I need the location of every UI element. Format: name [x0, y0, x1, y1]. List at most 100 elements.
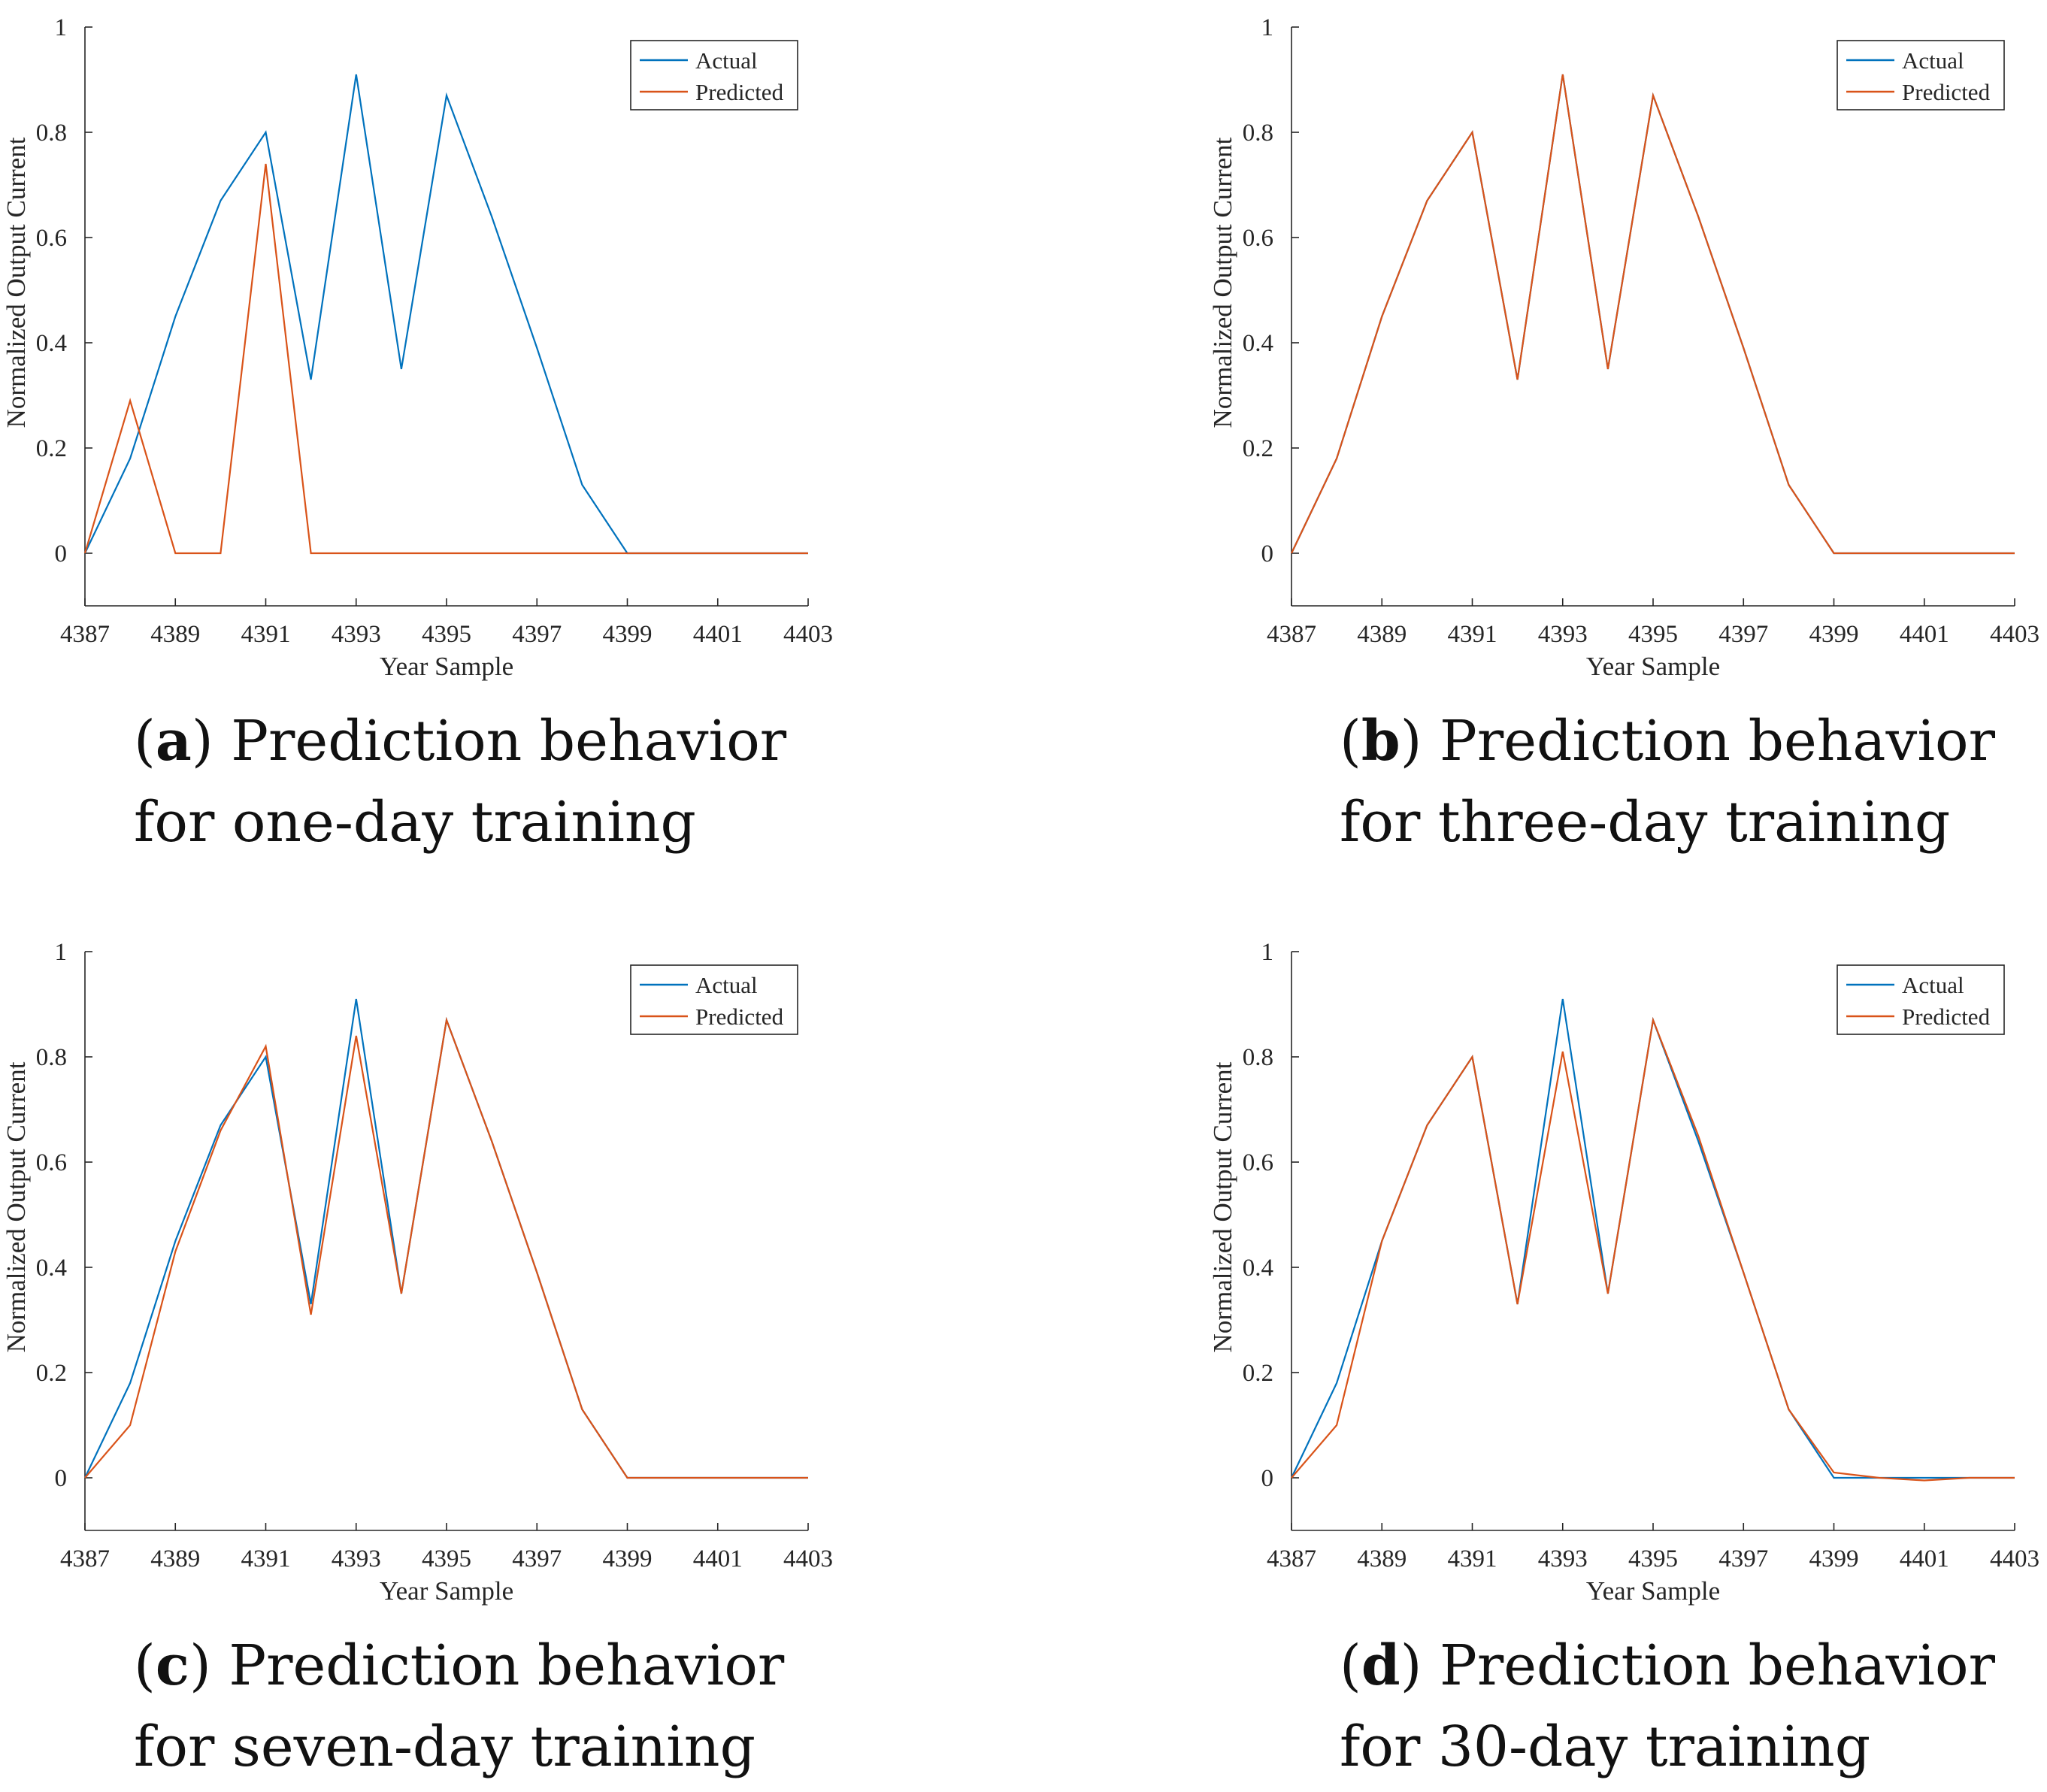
- legend-box: [630, 40, 798, 110]
- y-axis-label: Normalized Output Current: [1208, 1061, 1237, 1352]
- legend-label-predicted: Predicted: [1902, 1003, 1991, 1030]
- y-tick-label: 0.6: [1243, 225, 1273, 252]
- caption-b: (b) Prediction behavior for three-day tr…: [1340, 701, 2047, 863]
- y-tick-label: 0: [1261, 1465, 1274, 1492]
- y-axis-label: Normalized Output Current: [1208, 137, 1237, 428]
- y-tick-label: 0.8: [36, 120, 67, 147]
- x-tick-label: 4397: [1718, 621, 1768, 648]
- x-tick-label: 4387: [60, 1545, 110, 1573]
- x-tick-label: 4401: [693, 1545, 743, 1573]
- y-tick-label: 0: [55, 540, 68, 568]
- legend-label-predicted: Predicted: [1902, 79, 1991, 105]
- x-tick-label: 4391: [241, 621, 291, 648]
- y-tick-label: 0.4: [1243, 330, 1273, 357]
- x-tick-label: 4391: [1448, 621, 1497, 648]
- x-tick-label: 4399: [1809, 1545, 1859, 1573]
- x-axis-label: Year Sample: [1586, 652, 1720, 681]
- y-tick-label: 0.2: [36, 435, 67, 462]
- x-tick-label: 4387: [60, 621, 110, 648]
- x-tick-label: 4395: [422, 1545, 471, 1573]
- x-tick-label: 4391: [1448, 1545, 1497, 1573]
- x-tick-label: 4389: [1357, 1545, 1407, 1573]
- legend-box: [630, 964, 798, 1035]
- y-tick-label: 0.6: [36, 1149, 67, 1176]
- legend-label-actual: Actual: [695, 47, 758, 74]
- legend: Actual Predicted: [1837, 40, 2005, 110]
- x-tick-label: 4393: [1538, 1545, 1588, 1573]
- x-tick-label: 4399: [603, 1545, 653, 1573]
- series-line-actual: [1291, 998, 2015, 1479]
- x-tick-label: 4403: [1990, 621, 2039, 648]
- legend-box: [1837, 40, 2005, 110]
- legend-box: [1837, 964, 2005, 1035]
- caption-d-line2: for 30-day training: [1340, 1715, 1871, 1779]
- caption-d-line1: Prediction behavior: [1440, 1633, 1995, 1698]
- series-line-predicted: [1291, 1016, 2015, 1482]
- x-tick-label: 4391: [241, 1545, 291, 1573]
- x-tick-label: 4399: [603, 621, 653, 648]
- x-tick-label: 4389: [1357, 621, 1407, 648]
- caption-a: (a) Prediction behavior for one-day trai…: [134, 701, 1111, 863]
- x-tick-label: 4403: [783, 1545, 833, 1573]
- caption-d-tag: d: [1361, 1633, 1400, 1698]
- x-tick-label: 4393: [332, 621, 381, 648]
- series-line-actual: [1291, 74, 2015, 555]
- x-tick-label: 4401: [1900, 1545, 1949, 1573]
- legend-label-actual: Actual: [1902, 47, 1964, 74]
- x-tick-label: 4395: [1628, 621, 1678, 648]
- caption-a-tag: a: [155, 709, 192, 773]
- series-line-actual: [84, 998, 808, 1479]
- x-tick-label: 4395: [422, 621, 471, 648]
- y-tick-label: 0.8: [36, 1044, 67, 1071]
- y-tick-label: 0.6: [1243, 1149, 1273, 1176]
- y-tick-label: 0.8: [1243, 120, 1273, 147]
- series-line-predicted: [84, 1016, 808, 1479]
- caption-c-line1: Prediction behavior: [229, 1633, 785, 1698]
- x-tick-label: 4403: [1990, 1545, 2039, 1573]
- x-tick-label: 4397: [1718, 1545, 1768, 1573]
- y-tick-label: 0.2: [1243, 1360, 1273, 1387]
- y-tick-label: 0: [55, 1465, 68, 1492]
- y-tick-label: 0.4: [1243, 1255, 1273, 1282]
- x-tick-label: 4403: [783, 621, 833, 648]
- caption-a-line1: Prediction behavior: [231, 709, 787, 773]
- caption-c-line2: for seven-day training: [134, 1715, 756, 1779]
- x-axis-label: Year Sample: [380, 1576, 513, 1606]
- y-tick-label: 1: [55, 14, 68, 41]
- caption-c: (c) Prediction behavior for seven-day tr…: [134, 1625, 1111, 1787]
- legend: Actual Predicted: [630, 40, 798, 110]
- x-tick-label: 4395: [1628, 1545, 1678, 1573]
- x-tick-label: 4389: [150, 621, 200, 648]
- chart-panel-a: 0 0.2 0.4 0.6 0.8 1 4387 4389 4391 4393 4395 4397 43…: [2, 14, 833, 681]
- x-tick-label: 4397: [512, 621, 562, 648]
- series-line-predicted: [83, 163, 808, 555]
- legend-label-actual: Actual: [1902, 972, 1964, 998]
- y-tick-label: 0: [1261, 540, 1274, 568]
- legend-label-predicted: Predicted: [695, 79, 784, 105]
- y-tick-label: 1: [1261, 939, 1274, 966]
- x-tick-label: 4401: [1900, 621, 1949, 648]
- y-tick-label: 0.4: [36, 1255, 67, 1282]
- caption-d: (d) Prediction behavior for 30-day train…: [1340, 1625, 2047, 1787]
- series-line-actual: [84, 74, 808, 555]
- legend-label-predicted: Predicted: [695, 1003, 784, 1030]
- x-tick-label: 4393: [1538, 621, 1588, 648]
- y-axis-label: Normalized Output Current: [2, 1061, 31, 1352]
- y-tick-label: 0.6: [36, 225, 67, 252]
- y-tick-label: 0.2: [36, 1360, 67, 1387]
- caption-b-line2: for three-day training: [1340, 790, 1951, 855]
- chart-panel-b: 0 0.2 0.4 0.6 0.8 1 4387 4389 4391 4393 4395 4397 43…: [1208, 14, 2039, 681]
- chart-panel-d: 0 0.2 0.4 0.6 0.8 1 4387 4389 4391 4393 4395 4397 43…: [1208, 939, 2039, 1606]
- legend: Actual Predicted: [1837, 964, 2005, 1035]
- y-tick-label: 0.2: [1243, 435, 1273, 462]
- x-axis-label: Year Sample: [1586, 1576, 1720, 1606]
- caption-b-line1: Prediction behavior: [1440, 709, 1995, 773]
- x-tick-label: 4397: [512, 1545, 562, 1573]
- x-tick-label: 4387: [1267, 1545, 1316, 1573]
- legend: Actual Predicted: [630, 964, 798, 1035]
- x-tick-label: 4387: [1267, 621, 1316, 648]
- y-tick-label: 0.4: [36, 330, 67, 357]
- chart-panel-c: 0 0.2 0.4 0.6 0.8 1 4387 4389 4391 4393 4395 4397 43…: [2, 939, 833, 1606]
- x-tick-label: 4389: [150, 1545, 200, 1573]
